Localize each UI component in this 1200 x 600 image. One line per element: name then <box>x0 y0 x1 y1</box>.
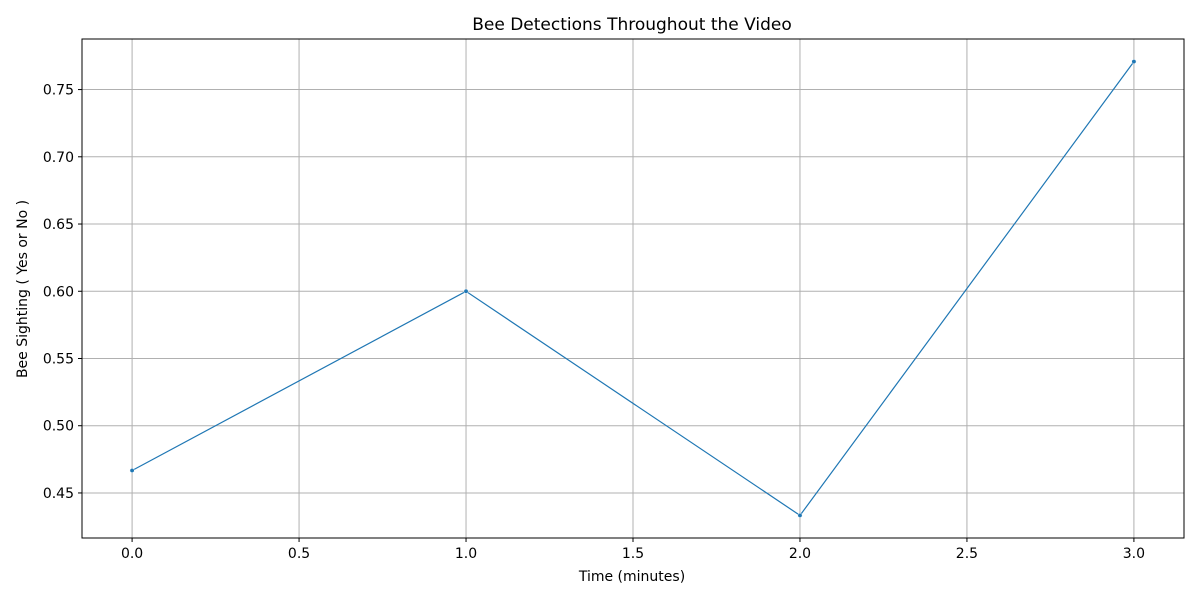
chart-title: Bee Detections Throughout the Video <box>472 15 792 35</box>
y-tick-label: 0.75 <box>43 83 74 99</box>
y-tick-label: 0.45 <box>43 486 74 502</box>
x-axis: 0.0 0.5 1.0 1.5 2.0 2.5 3.0 <box>121 538 1145 562</box>
data-point <box>129 468 135 473</box>
x-tick-label: 2.5 <box>956 546 978 562</box>
x-tick-label: 1.5 <box>622 546 644 562</box>
grid <box>82 39 1184 538</box>
x-tick-label: 3.0 <box>1123 546 1145 562</box>
y-tick-label: 0.65 <box>43 217 74 233</box>
y-tick-label: 0.50 <box>43 419 74 435</box>
data-point <box>797 512 803 518</box>
series <box>129 59 1137 518</box>
x-tick-label: 0.5 <box>288 546 310 562</box>
x-axis-label: Time (minutes) <box>578 569 685 585</box>
x-tick-label: 0.0 <box>121 546 143 562</box>
data-point <box>463 288 469 294</box>
series-line <box>131 61 1135 517</box>
y-tick-label: 0.60 <box>43 284 74 300</box>
data-point <box>1131 59 1137 65</box>
x-tick-label: 1.0 <box>455 546 477 562</box>
y-axis-label: Bee Sighting ( Yes or No ) <box>15 200 31 378</box>
x-tick-label: 2.0 <box>789 546 811 562</box>
y-axis: 0.45 0.50 0.55 0.60 0.65 0.70 0.75 <box>43 83 82 502</box>
y-tick-label: 0.55 <box>43 351 74 367</box>
y-tick-label: 0.70 <box>43 150 74 166</box>
